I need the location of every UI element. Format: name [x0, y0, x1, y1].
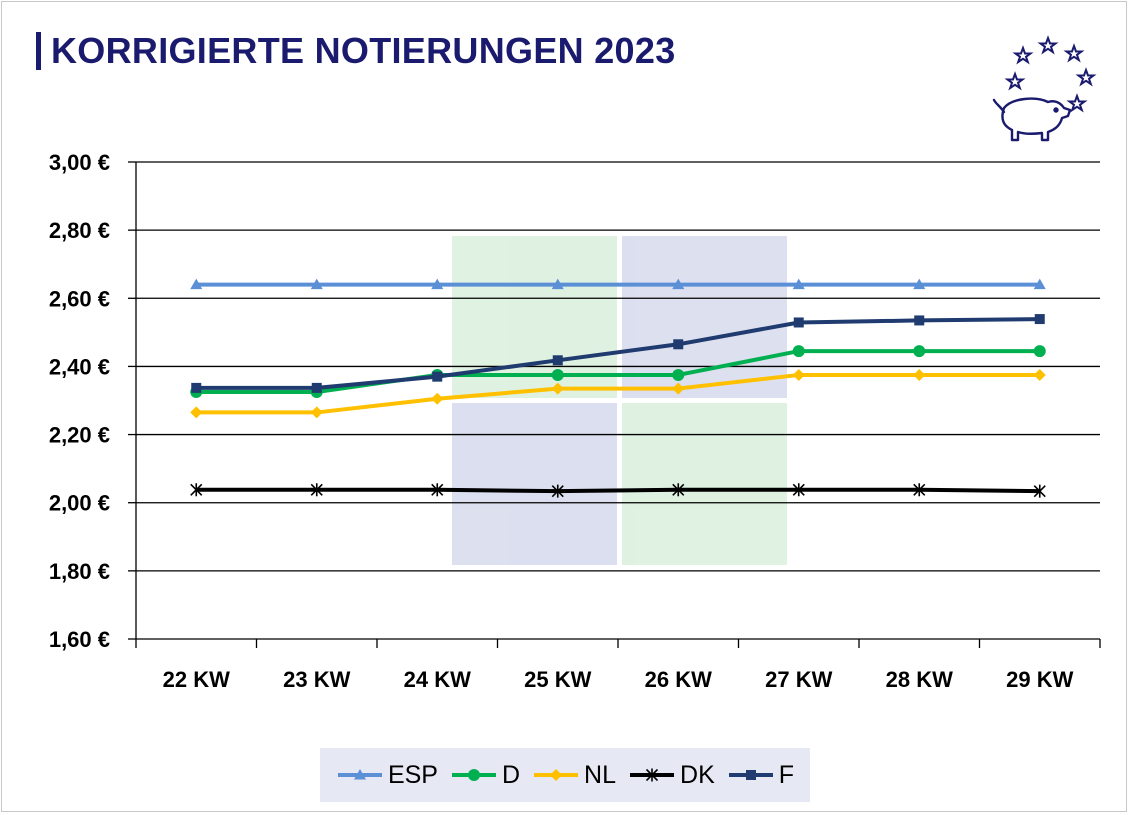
x-tick-label: 28 KW — [886, 667, 953, 692]
pig-stars-logo-icon — [992, 35, 1097, 142]
y-tick-label: 2,20 € — [49, 423, 110, 448]
logo-star — [1075, 67, 1097, 87]
data-point — [551, 278, 564, 290]
series-line-nl — [196, 372, 1040, 415]
data-point — [1033, 368, 1046, 381]
series-nl — [190, 368, 1046, 419]
legend-marker — [550, 769, 563, 781]
data-point — [792, 368, 805, 381]
series-f — [191, 314, 1045, 393]
data-point — [793, 317, 804, 328]
y-tick-label: 1,60 € — [49, 627, 110, 652]
data-point — [672, 483, 685, 497]
legend-item-nl: NL — [532, 761, 616, 790]
data-point — [913, 278, 926, 290]
series-esp — [190, 278, 1046, 290]
legend-item-esp: ESP — [336, 761, 438, 790]
series-lines — [190, 278, 1046, 498]
data-point — [551, 484, 564, 498]
legend-swatch — [630, 768, 675, 782]
y-tick-label: 2,80 € — [49, 218, 110, 243]
legend-swatch — [451, 769, 496, 781]
data-point — [431, 392, 444, 405]
legend-label: F — [778, 760, 795, 789]
x-tick-label: 25 KW — [524, 667, 591, 692]
series-line-f — [196, 317, 1040, 390]
data-point — [1033, 345, 1046, 358]
data-point — [672, 368, 685, 381]
legend-swatch — [728, 770, 773, 780]
data-point — [792, 345, 805, 358]
legend-marker — [467, 769, 480, 781]
legend-label: DK — [680, 760, 715, 789]
data-point — [914, 315, 925, 326]
legend-item-dk: DK — [628, 761, 715, 790]
logo-star — [1063, 43, 1085, 63]
x-tick-label: 23 KW — [283, 667, 350, 692]
data-point — [551, 368, 564, 381]
data-point — [913, 483, 926, 497]
axes — [128, 161, 1101, 648]
data-point — [190, 278, 203, 290]
data-point — [310, 406, 323, 419]
x-tick-label: 27 KW — [765, 667, 832, 692]
title-block: KORRIGIERTE NOTIERUNGEN 2023 — [36, 30, 676, 72]
data-point — [310, 278, 323, 290]
logo-star — [1012, 45, 1034, 65]
data-point — [792, 278, 805, 290]
data-point — [191, 382, 202, 393]
y-tick-labels: 1,60 € 1,80 € 2,00 € 2,20 € 2,40 € 2,60 € 2,80… — [49, 150, 110, 652]
legend-marker — [353, 769, 366, 780]
legend-item-f: F — [727, 761, 794, 790]
data-point — [913, 345, 926, 358]
data-point — [913, 368, 926, 381]
title-accent-bar — [36, 32, 41, 70]
legend-label: ESP — [387, 760, 438, 789]
x-tick-label: 29 KW — [1006, 667, 1073, 692]
series-line-dk — [196, 487, 1040, 494]
data-point — [1033, 484, 1046, 498]
legend-swatch — [337, 769, 382, 780]
logo-star — [1004, 71, 1026, 91]
legend-marker — [645, 768, 659, 782]
logo-star — [1066, 93, 1088, 113]
data-point — [190, 406, 203, 419]
data-point — [1033, 278, 1046, 290]
data-point — [1034, 314, 1045, 325]
y-tick-label: 3,00 € — [49, 150, 110, 175]
logo-star — [1037, 35, 1059, 55]
data-point — [431, 483, 444, 497]
data-point — [310, 483, 323, 497]
y-tick-label: 2,40 € — [49, 354, 110, 379]
legend-marker — [745, 770, 756, 780]
y-tick-label: 2,60 € — [49, 286, 110, 311]
data-point — [673, 339, 684, 350]
data-point — [552, 355, 563, 366]
chart-title: KORRIGIERTE NOTIERUNGEN 2023 — [51, 30, 676, 71]
x-tick-labels: 22 KW 23 KW 24 KW 25 KW 26 KW 27 KW 28 KW 29 KW — [163, 667, 1074, 692]
legend: ESP D NL DK F — [320, 748, 810, 802]
x-tick-label: 26 KW — [645, 667, 712, 692]
legend-label: D — [501, 760, 521, 789]
data-point — [190, 483, 203, 497]
data-point — [432, 371, 443, 382]
series-line-d — [196, 349, 1040, 394]
x-tick-label: 24 KW — [404, 667, 471, 692]
data-point — [672, 382, 685, 395]
data-point — [431, 278, 444, 290]
data-point — [792, 483, 805, 497]
data-point — [672, 278, 685, 290]
data-point — [551, 382, 564, 395]
legend-item-d: D — [450, 761, 520, 790]
grid-lines — [136, 161, 1100, 640]
legend-label: NL — [584, 760, 617, 789]
legend-swatch — [534, 769, 579, 781]
x-tick-label: 22 KW — [163, 667, 230, 692]
series-dk — [190, 483, 1046, 498]
y-tick-label: 2,00 € — [49, 491, 110, 516]
data-point — [311, 382, 322, 393]
y-tick-label: 1,80 € — [49, 559, 110, 584]
